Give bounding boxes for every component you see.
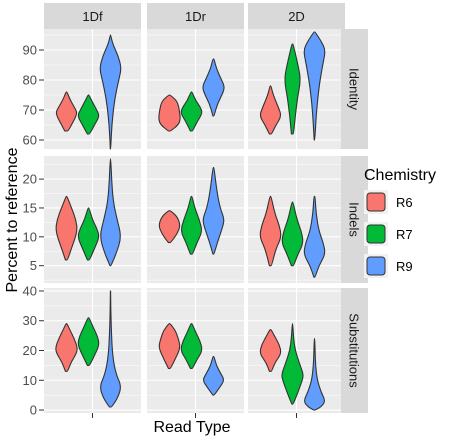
y-tick-label: 90	[23, 43, 37, 58]
violin-indels-1Dr-R6	[158, 210, 181, 244]
x-axis-title: Read Type	[153, 419, 230, 436]
legend-label: R9	[396, 259, 413, 274]
violin-substitutions-1Dr-R6	[158, 323, 181, 369]
panel-indels-1Dr	[147, 156, 244, 283]
row-strip-label: Substitutions	[347, 313, 362, 388]
violin-substitutions-1Df-R7	[77, 317, 100, 366]
violin-identity-1Dr-R9	[202, 58, 225, 117]
violin-identity-1Dr-R6	[158, 94, 181, 132]
row-strip-label: Indels	[347, 202, 362, 237]
column-strip-label: 1Df	[82, 9, 103, 24]
column-strip-label: 2D	[288, 9, 305, 24]
panel-substitutions-1Dr	[147, 288, 244, 413]
row-strip-indels	[341, 156, 368, 283]
legend-label: R7	[396, 227, 413, 242]
violin-indels-1Dr-R9	[202, 166, 225, 255]
legend-label: R6	[396, 195, 413, 210]
panel-identity-1Df	[44, 29, 141, 150]
violin-substitutions-2D-R6	[259, 329, 282, 372]
y-tick-label: 20	[23, 343, 37, 358]
legend-swatch-R6	[366, 192, 386, 212]
violin-identity-1Df-R7	[77, 94, 100, 135]
violin-identity-1Df-R9	[99, 34, 122, 150]
x-axis-ticks	[92, 413, 297, 418]
violin-identity-2D-R6	[259, 85, 282, 135]
column-strip-1Dr	[147, 3, 244, 29]
y-tick-label: 70	[23, 103, 37, 118]
legend-swatch-R9	[366, 256, 386, 276]
panel-substitutions-1Df	[44, 288, 141, 413]
violin-identity-1Df-R6	[55, 91, 78, 132]
violin-identity-2D-R7	[284, 43, 301, 135]
panels-layer	[44, 29, 345, 413]
panel-identity-2D	[248, 29, 345, 149]
y-tick-label: 60	[23, 133, 37, 148]
row-strip-identity	[341, 29, 368, 149]
panel-indels-2D	[248, 156, 345, 283]
row-strip-label: Identity	[347, 68, 362, 110]
legend-title: Chemistry	[364, 167, 436, 184]
y-axis-ticks: 60 70 80 90 5 10 15 20 0 10 20 30 40	[23, 43, 44, 418]
violin-identity-1Dr-R7	[180, 91, 203, 132]
column-strip-label: 1Dr	[185, 9, 207, 24]
y-tick-label: 40	[23, 283, 37, 298]
panel-substitutions-2D	[248, 288, 345, 413]
violin-indels-1Dr-R7	[181, 195, 203, 255]
violin-indels-2D-R7	[281, 201, 304, 267]
legend-swatch-R7	[366, 224, 386, 244]
row-strips: Identity Indels Substitutions	[341, 29, 368, 413]
violin-identity-2D-R9	[303, 31, 326, 141]
violin-indels-1Df-R9	[100, 158, 121, 267]
violin-substitutions-1Df-R9	[100, 290, 121, 408]
violin-substitutions-1Dr-R9	[203, 355, 224, 396]
row-strip-substitutions	[341, 288, 368, 413]
y-tick-label: 0	[30, 403, 37, 418]
panel-indels-1Df	[44, 156, 141, 283]
column-strips: 1Df 1Dr 2D	[44, 3, 345, 29]
y-axis-title: Percent to reference	[4, 147, 21, 292]
violin-indels-1Df-R6	[55, 195, 78, 261]
panel-identity-1Dr	[147, 29, 244, 149]
legend: Chemistry R6 R7 R9	[364, 167, 436, 278]
y-tick-label: 10	[23, 229, 37, 244]
violin-substitutions-1Df-R6	[55, 323, 78, 372]
column-strip-2D	[248, 3, 345, 29]
violin-substitutions-2D-R7	[281, 323, 304, 405]
y-tick-label: 80	[23, 73, 37, 88]
y-tick-label: 20	[23, 172, 37, 187]
violin-indels-2D-R9	[303, 195, 326, 278]
violin-substitutions-1Dr-R7	[180, 323, 203, 369]
y-tick-label: 10	[23, 373, 37, 388]
violin-substitutions-2D-R9	[304, 338, 325, 411]
y-tick-label: 30	[23, 313, 37, 328]
violin-indels-1Df-R7	[77, 207, 100, 261]
y-tick-label: 15	[23, 200, 37, 215]
y-tick-label: 5	[30, 258, 37, 273]
column-strip-1Df	[44, 3, 141, 29]
violin-indels-2D-R6	[259, 195, 282, 267]
